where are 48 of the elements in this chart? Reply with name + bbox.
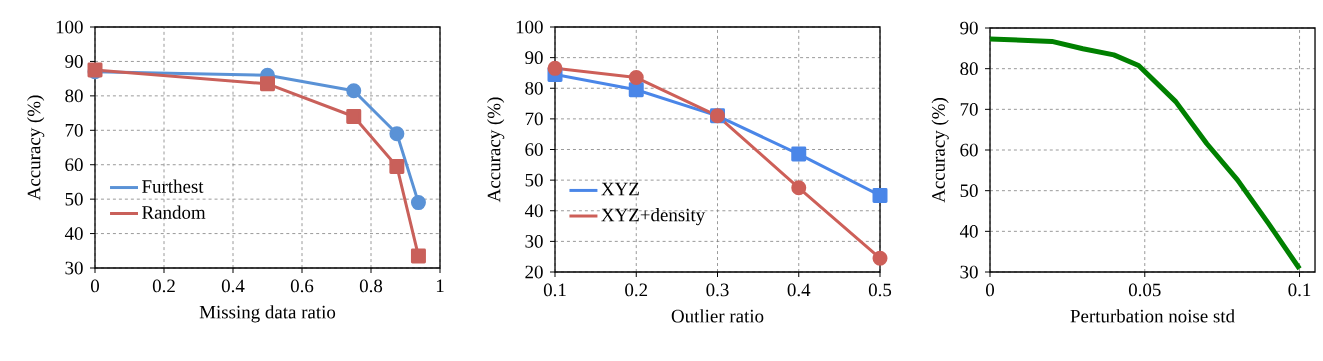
x-tick-label: 0.4 <box>787 283 811 297</box>
y-tick-label: 50 <box>65 192 83 206</box>
y-tick-label: 50 <box>960 184 978 198</box>
y-tick-label: 70 <box>960 102 978 116</box>
y-axis-title: Accuracy (%) <box>27 95 45 201</box>
x-tick-label: 0.5 <box>868 283 892 297</box>
x-axis-title: Outlier ratio <box>671 309 764 323</box>
y-tick-label: 70 <box>65 123 83 137</box>
y-tick-label: 60 <box>65 158 83 172</box>
x-tick-label: 0.8 <box>359 279 383 293</box>
legend-label: Furthest <box>142 179 204 193</box>
x-tick-label: 0.6 <box>290 279 314 293</box>
y-tick-label: 40 <box>524 204 543 218</box>
x-tick-label: 0 <box>986 283 995 297</box>
y-tick-label: 100 <box>56 20 83 34</box>
y-tick-label: 80 <box>960 62 978 76</box>
x-tick-label: 0.2 <box>625 283 648 297</box>
x-tick-label: 1 <box>436 279 444 293</box>
legend-label: XYZ <box>601 182 639 196</box>
y-tick-label: 70 <box>525 112 543 126</box>
y-axis-title: Accuracy (%) <box>931 98 949 203</box>
y-tick-label: 60 <box>525 143 543 156</box>
y-tick-label: 80 <box>525 81 543 95</box>
y-tick-label: 90 <box>525 51 543 65</box>
y-tick-label: 30 <box>960 265 978 279</box>
x-tick-label: 0.2 <box>152 279 175 293</box>
y-tick-label: 30 <box>65 261 83 275</box>
y-tick-label: 90 <box>65 55 83 68</box>
legend-label: XYZ+density <box>601 208 706 226</box>
x-tick-label: 0.1 <box>1288 283 1311 297</box>
y-tick-label: 40 <box>64 227 83 240</box>
x-axis-title: Missing data ratio <box>199 305 336 323</box>
x-axis-title: Perturbation noise std <box>1070 309 1235 323</box>
x-tick-label: 0.3 <box>706 283 729 297</box>
x-tick-label: 0 <box>90 279 99 293</box>
y-tick-label: 40 <box>959 224 978 238</box>
y-tick-label: 60 <box>960 143 978 157</box>
y-axis-title: Accuracy (%) <box>487 97 505 203</box>
x-tick-label: 0.1 <box>543 283 566 297</box>
x-tick-label: 0.05 <box>1128 283 1161 297</box>
x-tick-label: 0.4 <box>221 279 245 293</box>
y-tick-label: 50 <box>525 173 543 187</box>
y-tick-label: 30 <box>525 235 543 248</box>
y-tick-label: 20 <box>525 265 543 279</box>
y-tick-label: 100 <box>516 20 543 34</box>
y-tick-label: 80 <box>65 89 83 103</box>
legend-label: Random <box>142 205 206 219</box>
y-tick-label: 90 <box>960 21 978 35</box>
